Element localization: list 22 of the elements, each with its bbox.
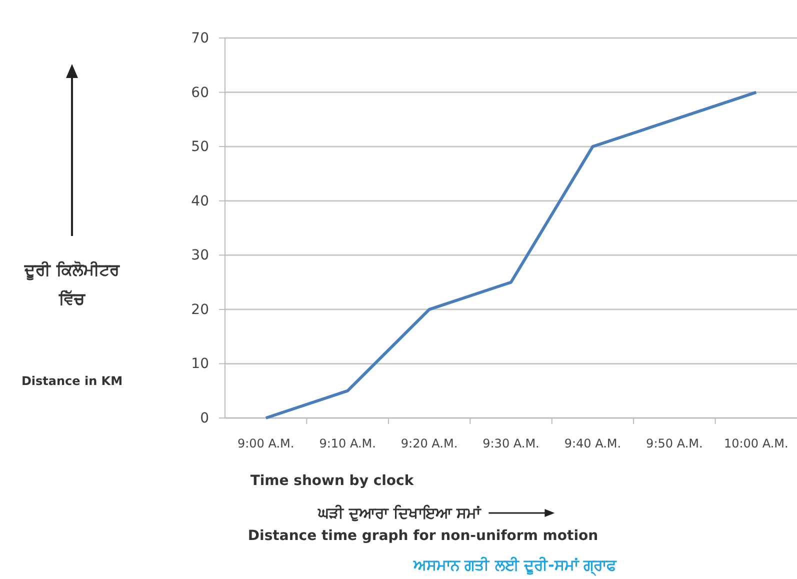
text: Distance in KM [21,374,123,388]
x-tick-label: 9:20 A.M. [400,436,458,450]
text: Distance time graph for non-uniform motion [248,528,598,544]
y-tick-label: 0 [200,410,209,426]
line-series [264,90,758,420]
y-tick-label: 40 [191,193,209,210]
text: ਘੜੀ ਦੁਆਰਾ ਦਿਖਾਇਆ ਸਮਾਂ [317,504,482,522]
x-tick-label: 10:00 A.M. [724,436,788,450]
y-tick-label: 60 [191,84,209,101]
y-tick-label: 50 [191,139,209,156]
x-axis-title: Time shown by clock [250,473,414,489]
x-tick-label: 9:40 A.M. [564,436,622,450]
x-tick-label: 9:00 A.M. [237,436,294,450]
y-tick-label: 20 [191,302,209,318]
y-tick-label: 10 [191,356,209,372]
text: ਦੂਰੀ ਕਿਲੋਮੀਟਰ ਵਿੱਚ [24,260,120,308]
text: ਅਸਮਾਨ ਗਤੀ ਲਈ ਦੂਰੀ-ਸਮਾਂ ਗ੍ਰਾਫ [412,556,618,577]
y-tick-label: 30 [191,248,209,264]
x-tick-label: 9:50 A.M. [646,436,703,450]
y-tick-label: 70 [191,30,209,46]
x-tick-label: 9:30 A.M. [482,436,540,450]
x-tick-label: 9:10 A.M. [319,436,376,450]
